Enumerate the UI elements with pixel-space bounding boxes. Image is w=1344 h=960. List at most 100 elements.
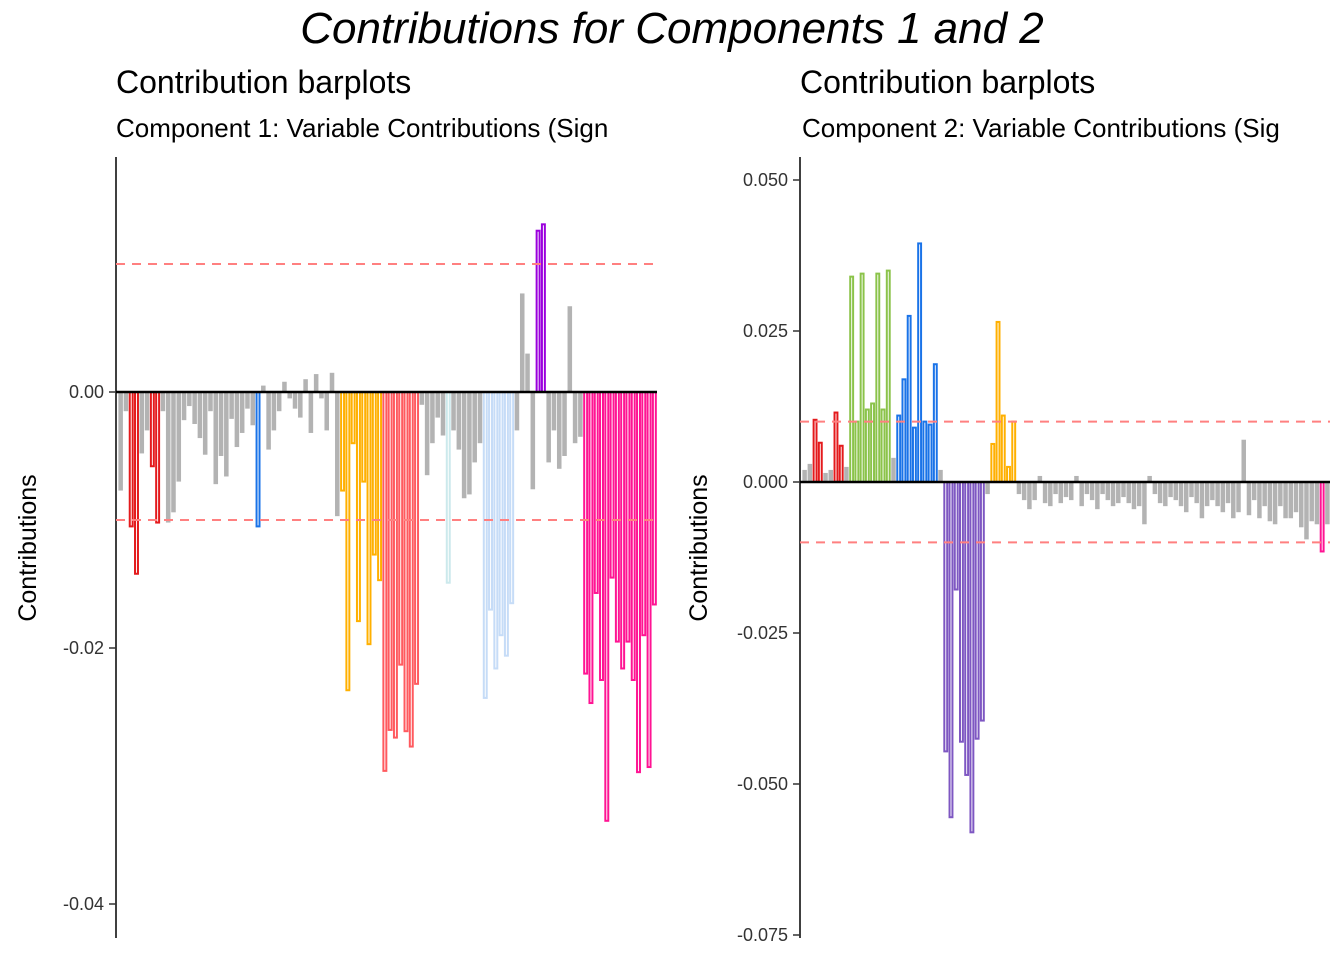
bar	[451, 392, 456, 431]
bar	[503, 391, 509, 657]
bar	[313, 374, 319, 392]
y-axis-label: Contributions	[685, 474, 713, 621]
bar	[572, 392, 578, 444]
bar	[261, 385, 266, 392]
bar	[1288, 482, 1294, 519]
bar	[1063, 482, 1069, 498]
bar	[419, 392, 425, 405]
bar	[224, 392, 229, 477]
bar	[922, 420, 928, 484]
bar	[488, 391, 494, 611]
bar	[1006, 465, 1011, 483]
bar	[319, 392, 324, 399]
bar	[593, 391, 599, 594]
y-tick-label: -0.050	[737, 774, 788, 794]
bar	[844, 466, 849, 482]
bar	[287, 392, 293, 399]
panel1-title: Contribution barplots	[116, 64, 412, 100]
main-title: Contributions for Components 1 and 2	[300, 4, 1044, 53]
bar	[350, 391, 356, 445]
bar	[641, 391, 647, 637]
bar	[424, 392, 430, 476]
bar	[833, 411, 839, 484]
bar	[583, 391, 589, 675]
bar	[456, 392, 462, 450]
bar	[208, 392, 213, 412]
bar	[1210, 482, 1215, 501]
bar	[1173, 482, 1179, 501]
bar	[493, 391, 499, 670]
bar	[197, 392, 203, 439]
bar	[392, 391, 398, 739]
bar	[340, 391, 346, 492]
bar	[1032, 482, 1037, 501]
y-tick-label: -0.04	[63, 894, 104, 914]
bar	[292, 392, 298, 409]
bar	[906, 314, 912, 483]
bar	[345, 391, 351, 692]
bar	[985, 482, 990, 495]
bar	[271, 392, 277, 431]
bar	[870, 402, 876, 484]
bar	[812, 418, 818, 483]
bar	[1011, 420, 1017, 484]
bar	[1278, 482, 1283, 507]
bar	[1089, 482, 1095, 501]
bar	[864, 408, 870, 483]
bar	[530, 392, 536, 490]
bar	[932, 363, 938, 483]
bar	[1126, 482, 1131, 504]
bar	[187, 392, 192, 407]
panel2-title: Contribution barplots	[800, 64, 1096, 100]
bar	[123, 392, 129, 412]
y-tick-label: 0.050	[743, 170, 788, 190]
bar	[303, 379, 308, 392]
bar	[1121, 482, 1126, 498]
bar	[556, 392, 562, 469]
bar	[1189, 482, 1194, 498]
bar	[403, 391, 409, 733]
bar	[430, 392, 435, 444]
y-tick-label: 0.000	[743, 472, 788, 492]
bar	[896, 414, 902, 483]
y-tick-label: -0.02	[63, 638, 104, 658]
bar	[540, 223, 546, 393]
bar	[927, 423, 933, 483]
bar	[213, 392, 219, 485]
bar	[155, 391, 161, 524]
bar	[239, 392, 245, 433]
bar	[176, 392, 182, 482]
bar	[1058, 482, 1064, 504]
bar	[1110, 482, 1116, 507]
bar	[324, 392, 330, 431]
bar	[1095, 482, 1100, 510]
bar	[1231, 482, 1236, 519]
bar	[609, 391, 615, 579]
bar	[625, 391, 631, 643]
bar	[1199, 482, 1205, 519]
bar	[1314, 482, 1320, 525]
bar	[901, 378, 907, 484]
bar	[885, 269, 891, 483]
bar	[578, 392, 583, 437]
panel2-subtitle: Component 2: Variable Contributions (Sig	[802, 113, 1280, 143]
bar	[482, 391, 488, 699]
panel1-subtitle: Component 1: Variable Contributions (Sig…	[116, 113, 609, 143]
bar	[1183, 482, 1189, 513]
bar	[1262, 482, 1267, 507]
bar	[361, 391, 367, 483]
bar	[1105, 482, 1111, 501]
bar	[535, 229, 541, 393]
bar	[588, 391, 594, 705]
bar	[128, 391, 134, 528]
bar	[1016, 482, 1022, 495]
bar	[1293, 482, 1299, 513]
y-tick-label: -0.025	[737, 623, 788, 643]
bar	[1021, 482, 1027, 501]
bar	[445, 391, 451, 584]
y-tick-label: 0.025	[743, 321, 788, 341]
bar	[234, 392, 240, 448]
bar	[979, 481, 985, 722]
bar	[546, 392, 551, 463]
